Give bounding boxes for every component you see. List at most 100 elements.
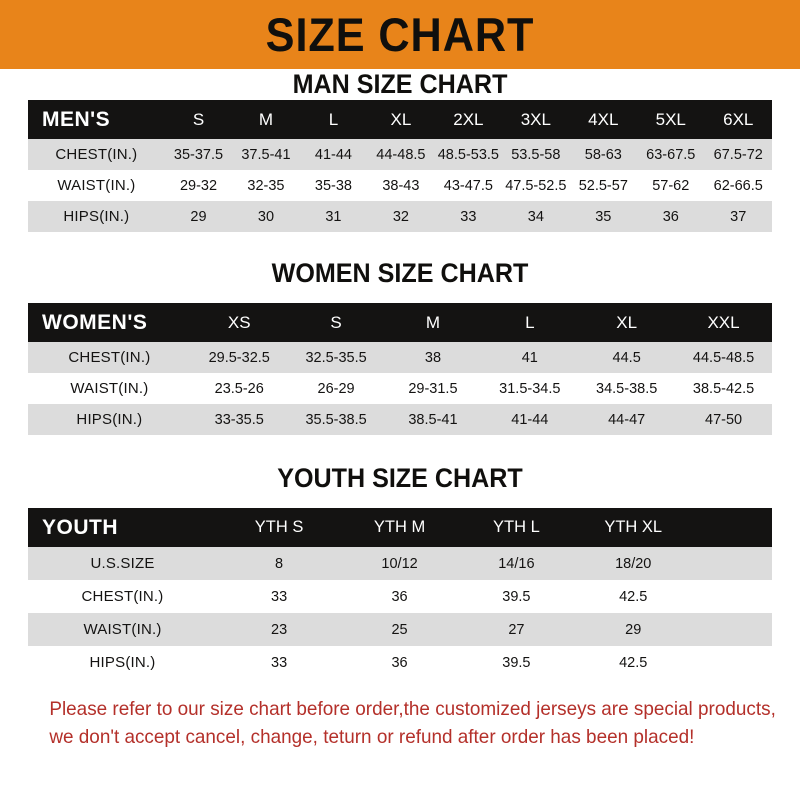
youth-cell-1-2: 39.5 [457, 580, 575, 613]
women-cell-1-5: 38.5-42.5 [675, 373, 772, 404]
page-title: SIZE CHART [265, 8, 535, 61]
men-cell-0-7: 63-67.5 [637, 139, 705, 170]
men-cell-2-3: 32 [367, 201, 435, 232]
youth-cell-0-2: 14/16 [457, 547, 575, 580]
youth-cell-3-0: 33 [217, 646, 342, 679]
section-title-youth: YOUTH SIZE CHART [277, 463, 523, 493]
youth-cell-0-3: 18/20 [574, 547, 692, 580]
women-header-row: WOMEN'S XS S M L XL XXL [28, 303, 772, 342]
youth-cell-2-1: 25 [341, 613, 458, 646]
order-policy-note-line2: we don't accept cancel, change, teturn o… [49, 726, 695, 749]
youth-cell-2-filler [691, 613, 772, 646]
women-size-table: WOMEN'S XS S M L XL XXL CHEST(IN.) 29.5-… [28, 303, 772, 435]
youth-row-label-1: CHEST(IN.) [28, 580, 217, 613]
men-size-header-5: 3XL [520, 109, 551, 129]
women-size-header-2: M [425, 312, 441, 332]
women-cell-0-0: 29.5-32.5 [190, 342, 288, 373]
women-cell-1-2: 29-31.5 [384, 373, 482, 404]
youth-cell-3-1: 36 [341, 646, 458, 679]
table-row: WAIST(IN.) 29-32 32-35 35-38 38-43 43-47… [28, 170, 772, 201]
page-banner: SIZE CHART [0, 0, 800, 69]
women-cell-0-2: 38 [384, 342, 482, 373]
youth-cell-0-filler [691, 547, 772, 580]
women-cell-1-1: 26-29 [287, 373, 385, 404]
table-row: WAIST(IN.) 23.5-26 26-29 29-31.5 31.5-34… [28, 373, 772, 404]
section-women: WOMEN SIZE CHART WOMEN'S XS S M L XL XXL… [28, 258, 772, 435]
men-cell-0-8: 67.5-72 [704, 139, 772, 170]
men-size-header-1: M [258, 109, 274, 129]
youth-corner-label: YOUTH [42, 515, 118, 539]
youth-cell-0-0: 8 [217, 547, 342, 580]
men-table-head: MEN'S S M L XL 2XL 3XL 4XL 5XL 6XL [28, 100, 772, 139]
men-cell-1-6: 52.5-57 [569, 170, 638, 201]
women-cell-0-5: 44.5-48.5 [675, 342, 772, 373]
men-cell-0-5: 53.5-58 [502, 139, 570, 170]
women-size-header-5: XXL [707, 312, 740, 332]
table-row: CHEST(IN.) 29.5-32.5 32.5-35.5 38 41 44.… [28, 342, 772, 373]
order-policy-note-line1: Please refer to our size chart before or… [49, 698, 776, 720]
men-row-label-2: HIPS(IN.) [28, 201, 165, 232]
table-row: HIPS(IN.) 33-35.5 35.5-38.5 38.5-41 41-4… [28, 404, 772, 435]
women-row-label-0: CHEST(IN.) [28, 342, 191, 373]
men-cell-0-3: 44-48.5 [367, 139, 435, 170]
youth-cell-1-filler [691, 580, 772, 613]
men-row-label-0: CHEST(IN.) [28, 139, 165, 170]
men-cell-1-4: 43-47.5 [434, 170, 503, 201]
table-row: CHEST(IN.) 35-37.5 37.5-41 41-44 44-48.5… [28, 139, 772, 170]
men-cell-1-8: 62-66.5 [704, 170, 772, 201]
youth-cell-2-3: 29 [574, 613, 692, 646]
youth-cell-2-2: 27 [457, 613, 575, 646]
men-size-header-7: 5XL [655, 109, 686, 129]
table-row: WAIST(IN.) 23 25 27 29 [28, 613, 772, 646]
youth-size-header-0: YTH S [254, 518, 304, 536]
section-title-men: MAN SIZE CHART [292, 69, 508, 99]
men-cell-2-4: 33 [434, 201, 503, 232]
men-corner-label: MEN'S [42, 107, 111, 131]
table-row: U.S.SIZE 8 10/12 14/16 18/20 [28, 547, 772, 580]
men-cell-1-7: 57-62 [637, 170, 705, 201]
men-size-table: MEN'S S M L XL 2XL 3XL 4XL 5XL 6XL CHEST… [28, 100, 772, 232]
women-cell-2-4: 44-47 [578, 404, 676, 435]
men-size-header-0: S [192, 109, 205, 129]
women-cell-1-0: 23.5-26 [190, 373, 288, 404]
men-cell-2-1: 30 [232, 201, 300, 232]
youth-header-filler [692, 508, 772, 547]
women-size-header-1: S [330, 312, 342, 332]
order-policy-note: Please refer to our size chart before or… [28, 695, 776, 752]
table-row: CHEST(IN.) 33 36 39.5 42.5 [28, 580, 772, 613]
section-men: MAN SIZE CHART MEN'S S M L XL 2XL 3XL 4X… [28, 69, 772, 232]
youth-cell-0-1: 10/12 [341, 547, 458, 580]
men-size-header-3: XL [390, 109, 412, 129]
men-cell-2-5: 34 [502, 201, 570, 232]
youth-cell-1-3: 42.5 [574, 580, 692, 613]
youth-table-head: YOUTH YTH S YTH M YTH L YTH XL [28, 508, 772, 547]
men-cell-2-6: 35 [569, 201, 638, 232]
women-size-header-4: XL [616, 312, 638, 332]
women-row-label-2: HIPS(IN.) [28, 404, 191, 435]
women-table-body: CHEST(IN.) 29.5-32.5 32.5-35.5 38 41 44.… [28, 342, 772, 435]
men-size-header-2: L [328, 109, 339, 129]
women-cell-2-2: 38.5-41 [384, 404, 482, 435]
women-cell-2-5: 47-50 [675, 404, 772, 435]
youth-cell-3-3: 42.5 [574, 646, 692, 679]
women-cell-1-3: 31.5-34.5 [481, 373, 579, 404]
men-cell-1-0: 29-32 [164, 170, 233, 201]
youth-table-body: U.S.SIZE 8 10/12 14/16 18/20 CHEST(IN.) … [28, 547, 772, 679]
women-size-header-3: L [525, 312, 535, 332]
women-cell-0-3: 41 [481, 342, 579, 373]
women-cell-0-1: 32.5-35.5 [287, 342, 385, 373]
women-table-head: WOMEN'S XS S M L XL XXL [28, 303, 772, 342]
men-cell-1-2: 35-38 [299, 170, 368, 201]
women-corner-label: WOMEN'S [42, 310, 148, 334]
women-cell-2-1: 35.5-38.5 [287, 404, 385, 435]
men-cell-0-4: 48.5-53.5 [434, 139, 503, 170]
men-table-body: CHEST(IN.) 35-37.5 37.5-41 41-44 44-48.5… [28, 139, 772, 232]
men-cell-1-1: 32-35 [232, 170, 300, 201]
youth-cell-3-2: 39.5 [457, 646, 575, 679]
youth-cell-3-filler [691, 646, 772, 679]
men-cell-1-5: 47.5-52.5 [502, 170, 570, 201]
table-row: HIPS(IN.) 29 30 31 32 33 34 35 36 37 [28, 201, 772, 232]
youth-cell-2-0: 23 [217, 613, 342, 646]
youth-row-label-2: WAIST(IN.) [28, 613, 217, 646]
men-cell-0-0: 35-37.5 [164, 139, 233, 170]
